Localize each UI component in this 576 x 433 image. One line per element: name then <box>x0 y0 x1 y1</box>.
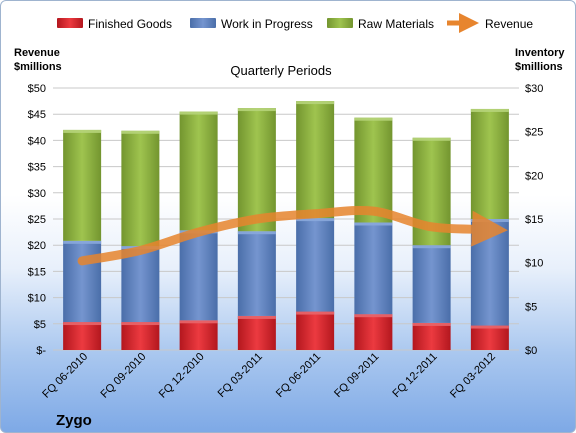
bar-work-in-progress <box>354 222 393 315</box>
bar-finished-goods <box>121 322 160 350</box>
left-tick-label: $35 <box>28 162 46 174</box>
legend: Finished Goods Work in Progress Raw Mate… <box>57 13 533 33</box>
bar-top-work-in-progress <box>63 240 102 244</box>
x-tick-label: FQ 03-2011 <box>216 351 265 400</box>
bar-top-raw-materials <box>179 111 218 115</box>
bar-raw-materials <box>470 108 509 219</box>
bar-top-finished-goods <box>470 325 509 329</box>
bar-top-finished-goods <box>63 322 102 326</box>
brand-label: Zygo <box>56 412 92 429</box>
x-axis-ticks: FQ 06-2010 FQ 09-2010 FQ 12-2010 FQ 03-2011… <box>40 351 498 401</box>
bar-finished-goods <box>237 315 276 350</box>
bar-top-work-in-progress <box>412 245 451 249</box>
chart-title: Quarterly Periods <box>230 63 332 78</box>
bar-top-finished-goods <box>412 322 451 326</box>
bar-work-in-progress <box>121 246 160 323</box>
bar-finished-goods <box>470 325 509 350</box>
bar-finished-goods <box>179 320 218 350</box>
left-tick-label: $30 <box>28 188 46 200</box>
right-tick-label: $10 <box>525 258 543 270</box>
left-tick-label: $40 <box>28 135 46 147</box>
bar-top-finished-goods <box>121 322 160 326</box>
bar-top-work-in-progress <box>354 222 393 226</box>
legend-swatch-raw-materials <box>327 18 353 28</box>
bar-raw-materials <box>121 130 160 247</box>
left-tick-label: $5 <box>34 319 46 331</box>
bar-top-raw-materials <box>63 129 102 133</box>
left-axis-ticks: $- $5 $10 $15 $20 $25 $30 $35 $40 $45 $50 <box>28 83 47 357</box>
bar-top-finished-goods <box>179 320 218 324</box>
bar-finished-goods <box>354 314 393 350</box>
left-tick-label: $45 <box>28 109 46 121</box>
bar-raw-materials <box>296 101 335 219</box>
bar-finished-goods <box>412 322 451 350</box>
bar-raw-materials <box>63 129 102 241</box>
x-tick-label: FQ 12-2010 <box>157 351 207 401</box>
bar-finished-goods <box>63 322 102 350</box>
right-tick-label: $5 <box>525 301 537 313</box>
x-tick-label: FQ 12-2011 <box>390 351 439 400</box>
legend-label-raw-materials: Raw Materials <box>358 17 434 31</box>
bar-work-in-progress <box>237 231 276 316</box>
right-tick-label: $30 <box>525 83 543 95</box>
bar-top-finished-goods <box>237 315 276 319</box>
left-axis-title-line1: Revenue <box>14 47 60 59</box>
right-tick-label: $15 <box>525 214 543 226</box>
revenue-line-group <box>77 205 508 266</box>
revenue-line <box>77 205 508 266</box>
bar-top-work-in-progress <box>470 219 509 222</box>
right-tick-label: $0 <box>525 345 537 357</box>
bar-raw-materials <box>179 111 218 231</box>
legend-label-finished-goods: Finished Goods <box>88 17 172 31</box>
bars <box>63 101 509 350</box>
right-axis-title-line2: $millions <box>515 61 563 73</box>
x-tick-label: FQ 09-2010 <box>99 351 149 401</box>
x-tick-label: FQ 06-2010 <box>40 351 90 401</box>
legend-swatch-finished-goods <box>57 18 83 28</box>
bar-top-finished-goods <box>354 314 393 318</box>
bar-raw-materials <box>237 108 276 232</box>
legend-label-work-in-progress: Work in Progress <box>221 17 313 31</box>
right-tick-label: $20 <box>525 170 543 182</box>
bar-work-in-progress <box>63 240 102 323</box>
bar-top-finished-goods <box>296 311 335 315</box>
bar-top-raw-materials <box>296 101 335 105</box>
left-tick-label: $15 <box>28 266 46 278</box>
bar-top-work-in-progress <box>296 218 335 222</box>
bar-work-in-progress <box>296 218 335 312</box>
bar-work-in-progress <box>470 219 509 326</box>
right-axis-title-line1: Inventory <box>515 47 565 59</box>
bar-top-raw-materials <box>237 108 276 112</box>
legend-swatch-work-in-progress <box>190 18 216 28</box>
bar-top-raw-materials <box>470 108 509 112</box>
bar-top-work-in-progress <box>237 231 276 235</box>
x-tick-label: FQ 06-2011 <box>274 351 323 400</box>
x-tick-label: FQ 09-2011 <box>332 351 381 400</box>
bar-finished-goods <box>296 311 335 350</box>
left-tick-label: $20 <box>28 240 46 252</box>
bar-top-raw-materials <box>412 137 451 141</box>
left-tick-label: $25 <box>28 214 46 226</box>
right-axis-ticks: $0 $5 $10 $15 $20 $25 $30 <box>525 83 543 357</box>
bar-work-in-progress <box>179 230 218 321</box>
right-tick-label: $25 <box>525 127 543 139</box>
left-axis-title-line2: $millions <box>14 61 62 73</box>
bar-top-raw-materials <box>354 117 393 121</box>
bar-top-raw-materials <box>121 130 160 134</box>
left-tick-label: $- <box>36 345 46 357</box>
legend-label-revenue: Revenue <box>485 17 533 31</box>
left-tick-label: $50 <box>28 83 46 95</box>
bar-raw-materials <box>354 117 393 223</box>
x-tick-label: FQ 03-2012 <box>448 351 498 401</box>
left-tick-label: $10 <box>28 293 46 305</box>
bar-work-in-progress <box>412 245 451 323</box>
